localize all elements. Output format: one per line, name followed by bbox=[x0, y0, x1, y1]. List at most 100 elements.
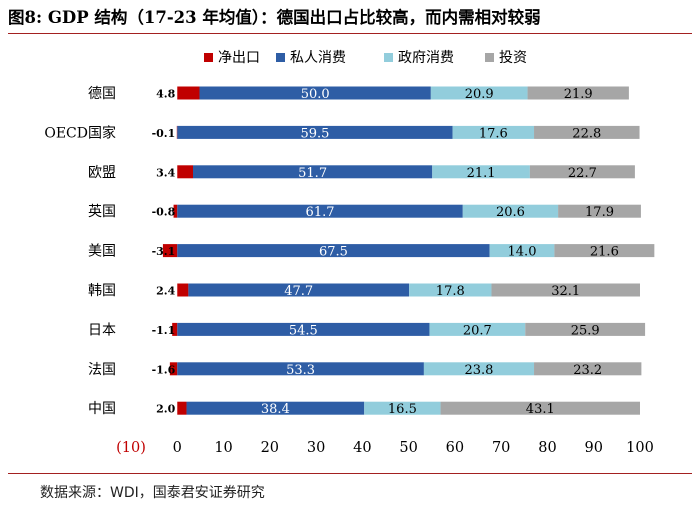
segment-value-label-1: 53.3 bbox=[286, 363, 315, 378]
bar-segment-3 bbox=[529, 165, 635, 179]
net-exports-value-label: 2.4 bbox=[156, 285, 175, 298]
x-tick-label: 90 bbox=[585, 440, 603, 456]
category-label: OECD国家 bbox=[44, 124, 116, 141]
segment-value-label-2: 17.8 bbox=[436, 284, 465, 299]
title-rule-top bbox=[8, 33, 692, 34]
net-exports-value-label: -0.1 bbox=[152, 127, 176, 140]
legend-label-2: 政府消费 bbox=[398, 50, 454, 66]
bar-segment-1 bbox=[188, 283, 410, 297]
bar-net-exports bbox=[177, 165, 194, 179]
segment-value-label-2: 21.1 bbox=[467, 166, 496, 181]
segment-value-label-3: 22.8 bbox=[572, 126, 601, 141]
x-tick-label: 10 bbox=[214, 440, 232, 456]
net-exports-value-label: -3.1 bbox=[152, 245, 176, 258]
segment-value-label-3: 25.9 bbox=[571, 323, 600, 338]
segment-value-label-3: 17.9 bbox=[585, 205, 614, 220]
net-exports-value-label: -0.8 bbox=[152, 206, 176, 219]
source-note: 数据来源：WDI，国泰君安证券研究 bbox=[40, 485, 265, 501]
x-tick-label: 70 bbox=[492, 440, 510, 456]
bar-segment-1 bbox=[177, 362, 424, 376]
bar-net-exports bbox=[173, 204, 178, 218]
bar-segment-2 bbox=[489, 244, 555, 258]
net-exports-value-label: -1.6 bbox=[152, 363, 176, 376]
bar-segment-2 bbox=[462, 204, 559, 218]
x-tick-label: 0 bbox=[173, 440, 182, 456]
net-exports-value-label: -1.1 bbox=[152, 324, 176, 337]
category-label: 中国 bbox=[88, 401, 116, 417]
x-tick-label: 60 bbox=[446, 440, 464, 456]
category-label: 美国 bbox=[88, 244, 116, 260]
bar-segment-2 bbox=[452, 125, 535, 139]
segment-value-label-1: 61.7 bbox=[306, 205, 335, 220]
x-tick-label: 30 bbox=[307, 440, 325, 456]
bar-net-exports bbox=[177, 401, 187, 415]
bar-segment-1 bbox=[199, 86, 431, 100]
segment-value-label-2: 14.0 bbox=[508, 245, 537, 260]
bar-net-exports bbox=[162, 244, 178, 258]
bar-net-exports bbox=[177, 283, 189, 297]
bar-segment-2 bbox=[423, 362, 535, 376]
segment-value-label-3: 32.1 bbox=[551, 284, 580, 299]
segment-value-label-3: 22.7 bbox=[568, 166, 597, 181]
legend-label-0: 净出口 bbox=[218, 50, 260, 66]
category-label: 日本 bbox=[88, 322, 116, 338]
segment-value-label-2: 23.8 bbox=[464, 363, 493, 378]
segment-value-label-1: 38.4 bbox=[261, 402, 290, 417]
x-tick-label: 40 bbox=[353, 440, 371, 456]
bar-segment-3 bbox=[525, 322, 646, 336]
x-tick-label: 100 bbox=[626, 440, 654, 456]
segment-value-label-1: 54.5 bbox=[289, 323, 318, 338]
segment-value-label-3: 23.2 bbox=[573, 363, 602, 378]
source-rule bbox=[8, 473, 692, 474]
bar-segment-2 bbox=[430, 86, 528, 100]
bar-segment-2 bbox=[432, 165, 530, 179]
bar-segment-2 bbox=[429, 322, 526, 336]
legend-swatch-2 bbox=[384, 53, 393, 62]
bar-segment-3 bbox=[440, 401, 640, 415]
bar-segment-3 bbox=[527, 86, 629, 100]
segment-value-label-1: 47.7 bbox=[284, 284, 313, 299]
segment-value-label-1: 50.0 bbox=[301, 87, 330, 102]
bar-segment-1 bbox=[177, 204, 463, 218]
bar-segment-3 bbox=[534, 362, 642, 376]
segment-value-label-3: 43.1 bbox=[526, 402, 555, 417]
segment-value-label-3: 21.9 bbox=[564, 87, 593, 102]
legend-label-1: 私人消费 bbox=[290, 50, 346, 66]
segment-value-label-2: 20.7 bbox=[463, 323, 492, 338]
bar-segment-1 bbox=[177, 125, 453, 139]
segment-value-label-2: 16.5 bbox=[388, 402, 417, 417]
category-label: 欧盟 bbox=[88, 165, 116, 181]
segment-value-label-1: 51.7 bbox=[298, 166, 327, 181]
bar-segment-1 bbox=[186, 401, 365, 415]
bar-segment-1 bbox=[177, 322, 430, 336]
bar-segment-1 bbox=[193, 165, 433, 179]
category-label: 德国 bbox=[88, 86, 116, 102]
legend-swatch-3 bbox=[485, 53, 494, 62]
x-tick-label: 80 bbox=[538, 440, 556, 456]
segment-value-label-2: 17.6 bbox=[479, 126, 508, 141]
segment-value-label-3: 21.6 bbox=[590, 245, 619, 260]
bar-segment-3 bbox=[534, 125, 640, 139]
bar-segment-3 bbox=[558, 204, 641, 218]
net-exports-value-label: 3.4 bbox=[156, 166, 175, 179]
legend-swatch-0 bbox=[204, 53, 213, 62]
bar-segment-3 bbox=[554, 244, 655, 258]
category-label: 法国 bbox=[88, 362, 116, 378]
net-exports-value-label: 2.0 bbox=[156, 403, 175, 416]
bar-net-exports bbox=[172, 322, 178, 336]
legend-swatch-1 bbox=[276, 53, 285, 62]
category-label: 英国 bbox=[88, 203, 116, 220]
x-tick-label: (10) bbox=[116, 440, 146, 456]
segment-value-label-2: 20.9 bbox=[465, 87, 494, 102]
bar-segment-3 bbox=[491, 283, 640, 297]
x-tick-label: 50 bbox=[399, 440, 417, 456]
segment-value-label-1: 67.5 bbox=[319, 245, 348, 260]
legend-label-3: 投资 bbox=[499, 50, 527, 66]
bar-net-exports bbox=[176, 125, 178, 139]
bar-segment-2 bbox=[409, 283, 492, 297]
net-exports-value-label: 4.8 bbox=[156, 88, 175, 101]
bar-segment-2 bbox=[364, 401, 441, 415]
category-label: 韩国 bbox=[88, 283, 116, 299]
segment-value-label-1: 59.5 bbox=[300, 126, 329, 141]
